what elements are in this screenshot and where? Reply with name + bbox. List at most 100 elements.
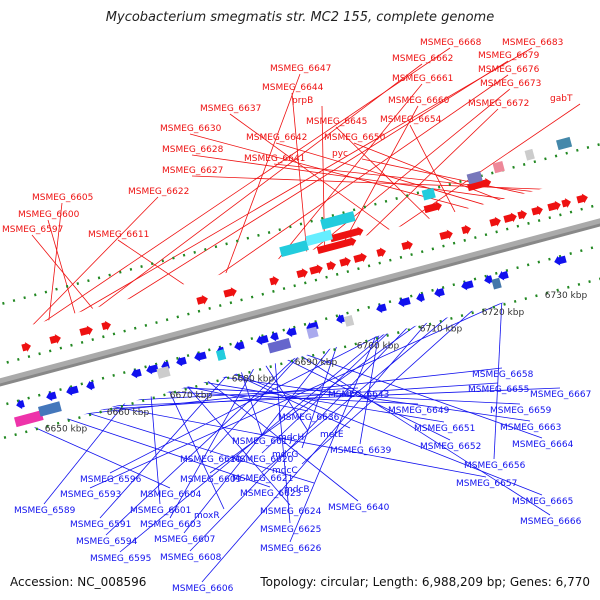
feature-block	[343, 315, 355, 327]
guide-dots	[0, 143, 600, 306]
reverse-leader-line	[198, 373, 359, 502]
reverse-leader-line	[289, 324, 381, 543]
reverse-gene-label: MSMEG_6664	[512, 440, 574, 450]
reverse-leader-line	[150, 385, 521, 405]
reverse-leader-line	[273, 353, 291, 524]
forward-leader-line	[47, 219, 79, 323]
forward-leader-line	[47, 202, 63, 331]
reverse-leader-line	[290, 348, 543, 439]
forward-gene-arrow	[461, 224, 471, 235]
forward-gene-label: MSMEG_6645	[306, 117, 367, 127]
forward-leader-line	[361, 158, 546, 199]
reverse-gene-label: MSMEG_6667	[530, 390, 591, 400]
forward-gene-arrow	[329, 226, 364, 243]
reverse-leader-line	[209, 343, 311, 454]
forward-gene-label: MSMEG_6676	[478, 65, 540, 75]
reverse-leader-line	[261, 318, 403, 454]
reverse-leader-line	[259, 356, 309, 432]
reverse-leader-line	[149, 386, 161, 505]
reverse-gene-arrow	[484, 274, 493, 285]
feature-block	[37, 401, 62, 417]
forward-gene-label: MSMEG_6605	[32, 193, 93, 203]
forward-leader-line	[221, 73, 301, 285]
reverse-leader-line	[220, 367, 543, 496]
reverse-gene-arrow	[194, 351, 207, 362]
topology-text: Topology: circular; Length: 6,988,209 bp…	[260, 575, 590, 589]
feature-block	[491, 277, 502, 290]
forward-gene-arrow	[531, 205, 543, 216]
track-band	[0, 173, 600, 365]
forward-leader-line	[77, 63, 423, 324]
scale-label: 6650 kbp	[45, 425, 88, 435]
guide-dots	[0, 277, 600, 441]
forward-gene-label: MSMEG_6611	[88, 230, 149, 240]
guide-dots	[0, 244, 600, 407]
reverse-gene-label: MSMEG_6658	[472, 370, 534, 380]
reverse-gene-arrow	[256, 335, 269, 346]
reverse-gene-arrow	[286, 327, 297, 338]
forward-gene-arrow	[309, 264, 323, 275]
reverse-leader-line	[164, 382, 225, 510]
forward-gene-label: MSMEG_6644	[262, 83, 324, 93]
forward-gene-label: MSMEG_6600	[18, 210, 80, 220]
forward-gene-arrow	[561, 198, 571, 208]
reverse-gene-arrow	[16, 399, 25, 410]
feature-block	[305, 229, 333, 246]
feature-block	[492, 161, 505, 174]
scale-label: 6690 kbp	[295, 358, 338, 368]
reverse-leader-line	[261, 302, 466, 473]
forward-gene-arrow	[547, 200, 561, 212]
forward-leader-line	[194, 74, 509, 293]
reverse-gene-label: MSMEG_6649	[388, 406, 450, 416]
forward-gene-arrow	[21, 342, 31, 352]
forward-gene-label: MSMEG_6637	[200, 104, 261, 114]
reverse-gene-label: mdcC	[272, 466, 298, 476]
forward-gene-arrow	[101, 320, 111, 331]
forward-gene-arrow	[316, 236, 357, 255]
feature-block	[466, 171, 483, 185]
forward-gene-arrow	[517, 209, 527, 220]
forward-gene-arrow	[339, 256, 351, 267]
feature-block	[524, 148, 535, 161]
scale-label: 6720 kbp	[482, 308, 525, 318]
forward-leader-line	[99, 60, 509, 318]
reverse-leader-line	[180, 378, 291, 506]
forward-gene-arrow	[269, 276, 279, 286]
reverse-gene-arrow	[554, 255, 567, 266]
reverse-gene-label: moxR	[194, 511, 220, 521]
forward-gene-label: MSMEG_6630	[160, 124, 222, 134]
forward-gene-arrow	[489, 216, 501, 227]
forward-leader-line	[351, 108, 499, 251]
reverse-gene-label: MSMEG_6652	[420, 442, 481, 452]
reverse-gene-label: MSMEG_6594	[76, 537, 138, 547]
reverse-gene-label: mdcB	[284, 485, 310, 495]
forward-leader-line	[191, 175, 575, 191]
reverse-gene-arrow	[336, 314, 345, 324]
guide-dots	[0, 203, 600, 366]
scale-label: 6660 kbp	[107, 408, 150, 418]
track-band	[0, 245, 600, 437]
reverse-gene-label: MSMEG_6601	[130, 506, 191, 516]
feature-block	[421, 187, 436, 201]
forward-gene-arrow	[576, 193, 588, 204]
forward-gene-label: MSMEG_6650	[324, 133, 386, 143]
forward-gene-arrow	[467, 178, 492, 192]
reverse-gene-arrow	[46, 391, 57, 402]
forward-gene-label: MSMEG_6679	[478, 51, 540, 61]
forward-leader-line	[267, 83, 423, 273]
reverse-leader-line	[43, 390, 136, 505]
forward-leader-line	[117, 239, 195, 293]
reverse-leader-line	[301, 295, 489, 465]
forward-gene-label: MSMEG_6661	[392, 74, 453, 84]
reverse-leader-line	[290, 348, 551, 516]
forward-gene-arrow	[79, 325, 93, 336]
forward-gene-arrow	[439, 229, 453, 240]
reverse-leader-line	[237, 362, 263, 436]
reverse-gene-label: MSMEG_6604	[140, 490, 202, 500]
reverse-gene-label: MSMEG_6593	[60, 490, 121, 500]
reverse-gene-label: MSMEG_6655	[468, 385, 529, 395]
reverse-leader-line	[109, 313, 421, 474]
reverse-gene-label: MSMEG_6607	[154, 535, 215, 545]
reverse-gene-arrow	[270, 331, 279, 342]
reverse-gene-label: MSMEG_6639	[330, 446, 392, 456]
